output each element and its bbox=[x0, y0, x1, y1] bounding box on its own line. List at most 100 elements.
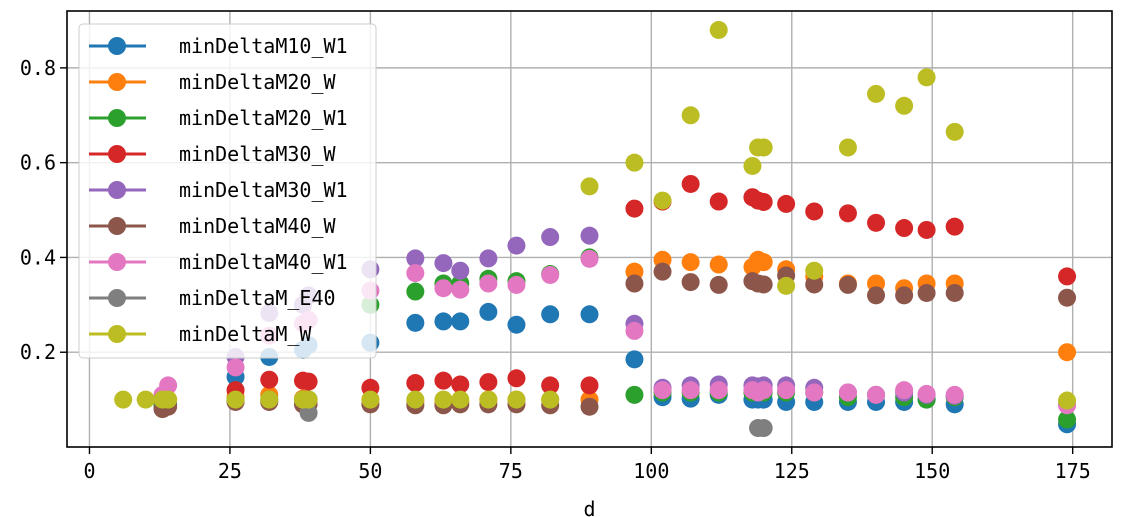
data-point bbox=[507, 315, 526, 334]
data-point bbox=[945, 283, 964, 302]
y-tick-label: 0.4 bbox=[20, 245, 56, 269]
data-point bbox=[945, 122, 964, 141]
legend-marker bbox=[108, 325, 126, 343]
legend-label: minDeltaM_W bbox=[179, 322, 312, 346]
x-tick-label: 100 bbox=[633, 459, 669, 483]
data-point bbox=[406, 282, 425, 301]
data-point bbox=[451, 390, 470, 409]
data-point bbox=[541, 305, 560, 324]
legend-label: minDeltaM40_W bbox=[179, 214, 336, 238]
data-point bbox=[434, 371, 453, 390]
legend-marker bbox=[108, 109, 126, 127]
data-point bbox=[625, 153, 644, 172]
data-point bbox=[945, 217, 964, 236]
x-tick-label: 75 bbox=[499, 459, 523, 483]
data-point bbox=[479, 249, 498, 268]
data-point bbox=[681, 253, 700, 272]
data-point bbox=[159, 376, 178, 395]
legend-label: minDeltaM40_W1 bbox=[179, 250, 348, 274]
data-point bbox=[653, 191, 672, 210]
data-point bbox=[299, 372, 318, 391]
data-point bbox=[805, 261, 824, 280]
data-point bbox=[507, 390, 526, 409]
data-point bbox=[580, 226, 599, 245]
data-point bbox=[260, 390, 279, 409]
legend-marker bbox=[108, 37, 126, 55]
data-point bbox=[777, 381, 796, 400]
data-point bbox=[917, 68, 936, 87]
data-point bbox=[1058, 288, 1077, 307]
data-point bbox=[507, 275, 526, 294]
data-point bbox=[754, 381, 773, 400]
data-point bbox=[434, 279, 453, 298]
data-point bbox=[406, 249, 425, 268]
data-point bbox=[1058, 410, 1077, 429]
data-point bbox=[743, 156, 762, 175]
data-point bbox=[917, 283, 936, 302]
data-point bbox=[434, 312, 453, 331]
data-point bbox=[838, 204, 857, 223]
data-point bbox=[777, 194, 796, 213]
data-point bbox=[406, 390, 425, 409]
data-point bbox=[838, 138, 857, 157]
data-point bbox=[625, 199, 644, 218]
x-tick-label: 125 bbox=[774, 459, 810, 483]
data-point bbox=[260, 370, 279, 389]
data-point bbox=[625, 385, 644, 404]
data-point bbox=[681, 106, 700, 125]
legend-marker bbox=[108, 73, 126, 91]
data-point bbox=[479, 390, 498, 409]
x-tick-label: 175 bbox=[1055, 459, 1091, 483]
data-point bbox=[681, 174, 700, 193]
legend-marker bbox=[108, 145, 126, 163]
data-point bbox=[434, 254, 453, 273]
legend-label: minDeltaM30_W1 bbox=[179, 178, 348, 202]
data-point bbox=[754, 419, 773, 438]
ticks: 0 25 50 75 100 125 150 175 0.2 0.4 0.6 0.8 bbox=[20, 56, 1091, 483]
x-axis-label: d bbox=[583, 497, 595, 517]
data-point bbox=[479, 373, 498, 392]
x-tick-label: 150 bbox=[914, 459, 950, 483]
data-point bbox=[580, 397, 599, 416]
data-point bbox=[580, 177, 599, 196]
data-point bbox=[681, 273, 700, 292]
data-point bbox=[895, 381, 914, 400]
data-point bbox=[541, 376, 560, 395]
data-point bbox=[361, 390, 380, 409]
data-point bbox=[805, 202, 824, 221]
legend-label: minDeltaM30_W bbox=[179, 142, 336, 166]
data-point bbox=[507, 369, 526, 388]
legend-frame bbox=[78, 23, 377, 359]
legend-label: minDeltaM_E40 bbox=[179, 286, 336, 310]
data-point bbox=[625, 350, 644, 369]
legend: minDeltaM10_W1 minDeltaM20_W minDeltaM20_W… bbox=[78, 23, 377, 359]
data-point bbox=[777, 276, 796, 295]
data-point bbox=[917, 220, 936, 239]
legend-label: minDeltaM10_W1 bbox=[179, 34, 348, 58]
data-point bbox=[541, 390, 560, 409]
legend-marker bbox=[108, 181, 126, 199]
data-point bbox=[709, 381, 728, 400]
data-point bbox=[479, 274, 498, 293]
y-tick-label: 0.6 bbox=[20, 151, 56, 175]
x-tick-label: 25 bbox=[218, 459, 242, 483]
data-point bbox=[434, 390, 453, 409]
data-point bbox=[114, 390, 133, 409]
data-point bbox=[541, 228, 560, 247]
plot-frame bbox=[66, 10, 1113, 448]
data-point bbox=[580, 376, 599, 395]
data-point bbox=[653, 381, 672, 400]
legend-label: minDeltaM20_W bbox=[179, 70, 336, 94]
data-point bbox=[1058, 343, 1077, 362]
data-point bbox=[867, 84, 886, 103]
data-point bbox=[226, 358, 245, 377]
data-point bbox=[406, 313, 425, 332]
x-tick-label: 0 bbox=[83, 459, 95, 483]
y-tick-label: 0.8 bbox=[20, 56, 56, 80]
series-minDeltaM_W bbox=[114, 20, 1077, 410]
data-point bbox=[838, 275, 857, 294]
data-point bbox=[625, 274, 644, 293]
data-point bbox=[867, 213, 886, 232]
data-point bbox=[136, 390, 155, 409]
data-point bbox=[867, 385, 886, 404]
